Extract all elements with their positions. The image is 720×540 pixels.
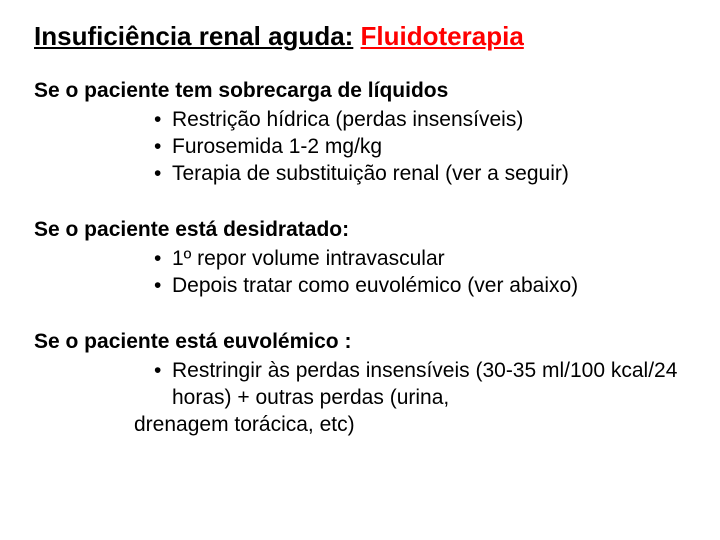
list-item: Restringir às perdas insensíveis (30-35 …: [154, 357, 690, 412]
list-item: Furosemida 1-2 mg/kg: [154, 133, 690, 160]
list-item-continuation: drenagem torácica, etc): [34, 411, 690, 438]
list-item: Terapia de substituição renal (ver a seg…: [154, 160, 690, 187]
section-heading: Se o paciente está desidratado:: [34, 216, 690, 243]
section-overload: Se o paciente tem sobrecarga de líquidos…: [34, 77, 690, 188]
slide: Insuficiência renal aguda: Fluidoterapia…: [0, 0, 720, 540]
slide-title: Insuficiência renal aguda: Fluidoterapia: [34, 20, 690, 53]
list-item: Depois tratar como euvolémico (ver abaix…: [154, 272, 690, 299]
title-part-1: Insuficiência renal aguda:: [34, 21, 353, 51]
list-item: 1º repor volume intravascular: [154, 245, 690, 272]
title-part-2: Fluidoterapia: [361, 21, 524, 51]
section-heading: Se o paciente tem sobrecarga de líquidos: [34, 77, 690, 104]
bullet-list: Restrição hídrica (perdas insensíveis) F…: [34, 106, 690, 188]
list-item: Restrição hídrica (perdas insensíveis): [154, 106, 690, 133]
section-heading: Se o paciente está euvolémico :: [34, 328, 690, 355]
section-dehydrated: Se o paciente está desidratado: 1º repor…: [34, 216, 690, 300]
bullet-list: Restringir às perdas insensíveis (30-35 …: [34, 357, 690, 412]
section-euvolemic: Se o paciente está euvolémico : Restring…: [34, 328, 690, 439]
bullet-list: 1º repor volume intravascular Depois tra…: [34, 245, 690, 300]
